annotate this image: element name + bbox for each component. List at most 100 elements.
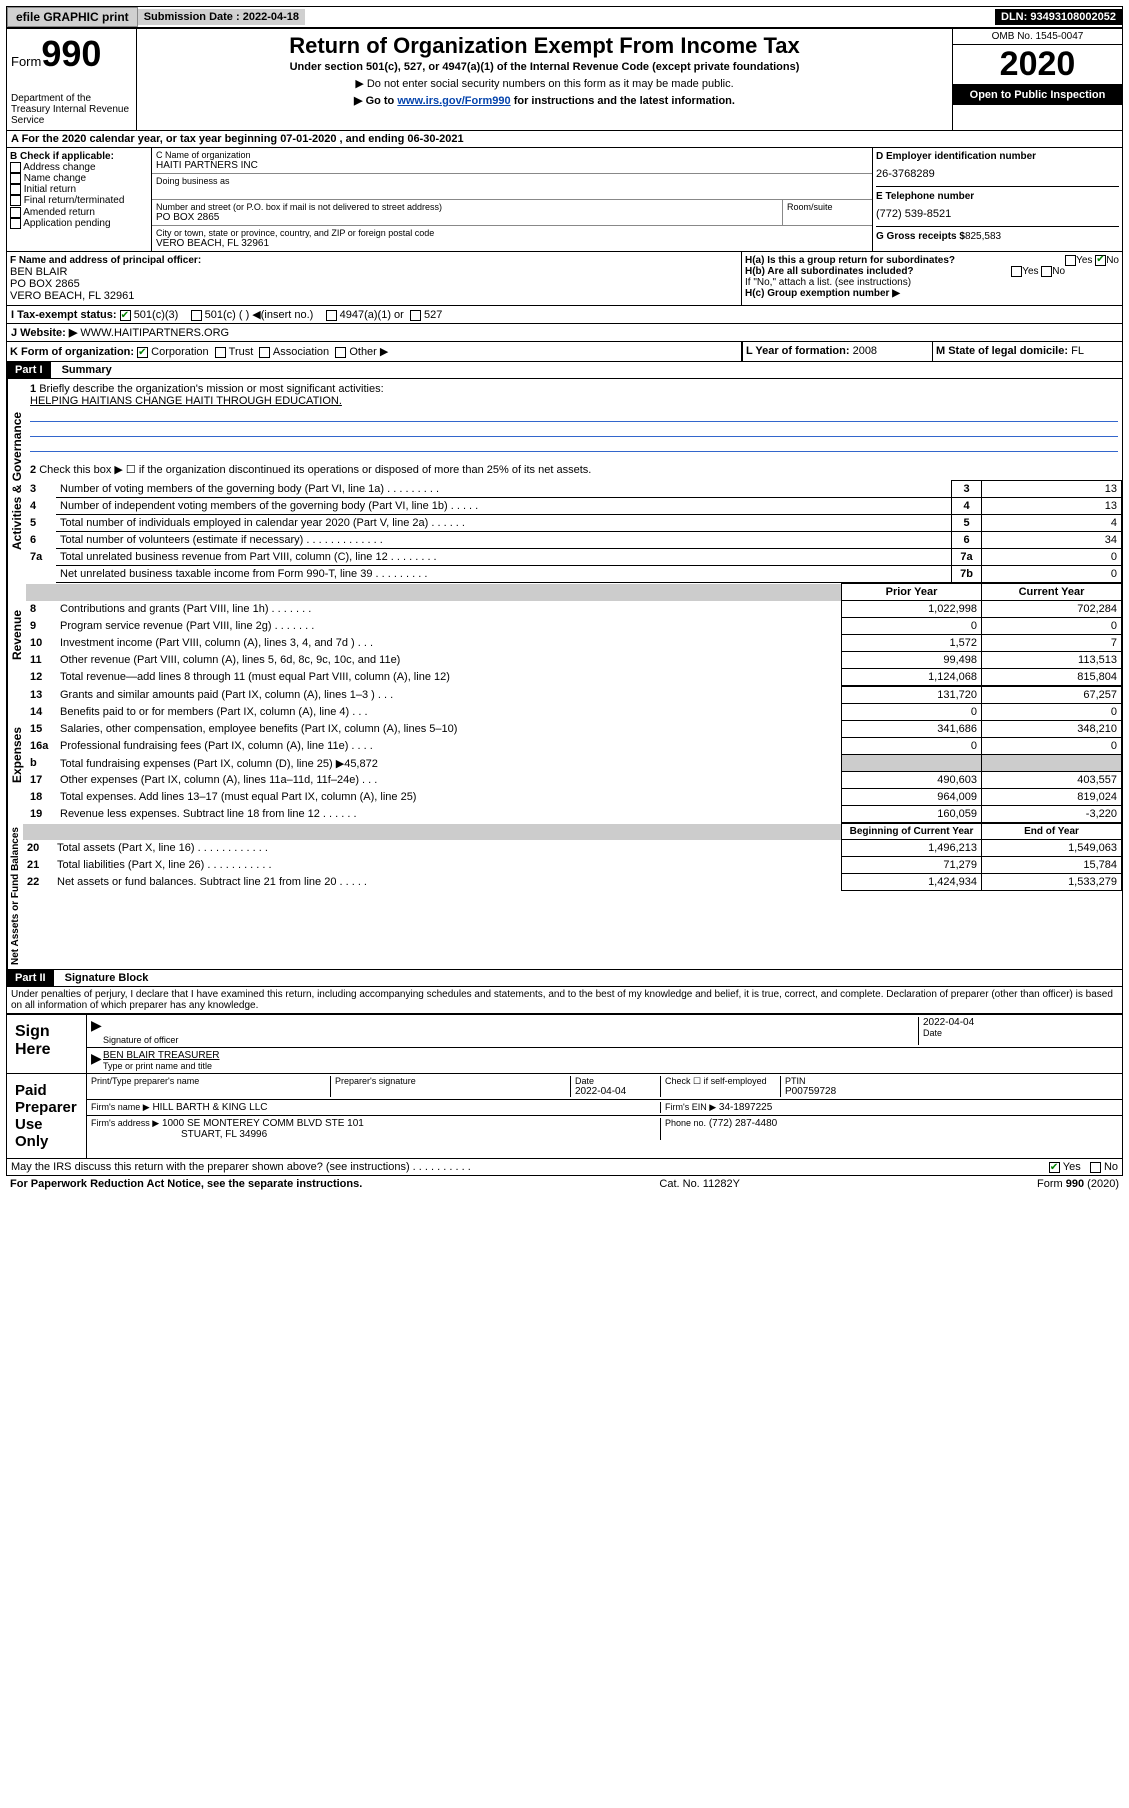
h-note: If "No," attach a list. (see instruction…	[745, 277, 1119, 288]
discuss-row: May the IRS discuss this return with the…	[6, 1159, 1123, 1176]
section-d-e-g: D Employer identification number 26-3768…	[872, 148, 1122, 251]
ein-value: 26-3768289	[876, 162, 1119, 186]
line-value: 34	[982, 532, 1122, 549]
form-title-box: Return of Organization Exempt From Incom…	[137, 29, 952, 130]
prior-value: 160,059	[842, 806, 982, 823]
firm-name-label: Firm's name ▶	[91, 1102, 150, 1112]
cb-name-change[interactable]: Name change	[10, 173, 148, 184]
org-name-label: C Name of organization	[156, 150, 868, 160]
line-a-tax-year: A For the 2020 calendar year, or tax yea…	[6, 131, 1123, 148]
line-num: 21	[23, 857, 53, 874]
line-code: 5	[952, 515, 982, 532]
q2-label: Check this box ▶ ☐ if the organization d…	[39, 464, 591, 476]
current-value: 702,284	[982, 601, 1122, 618]
line-text: Contributions and grants (Part VIII, lin…	[56, 601, 842, 618]
prior-value: 1,124,068	[842, 669, 982, 686]
website-label: J Website: ▶	[11, 327, 77, 339]
line-text: Total number of individuals employed in …	[56, 515, 952, 532]
line-text: Investment income (Part VIII, column (A)…	[56, 635, 842, 652]
line-num: 3	[26, 481, 56, 498]
mission-line	[30, 425, 1118, 437]
city-label: City or town, state or province, country…	[156, 228, 868, 238]
top-bar: efile GRAPHIC print Submission Date : 20…	[6, 6, 1123, 28]
ptin-label: PTIN	[785, 1076, 1118, 1086]
line-num	[26, 566, 56, 583]
firm-addr: 1000 SE MONTEREY COMM BLVD STE 101	[162, 1118, 364, 1129]
ha-yes[interactable]	[1065, 255, 1076, 266]
discuss-yes[interactable]	[1049, 1162, 1060, 1173]
firm-ein-label: Firm's EIN ▶	[665, 1102, 716, 1112]
dba-label: Doing business as	[156, 176, 868, 186]
end-value: 1,549,063	[982, 840, 1122, 857]
main-title: Return of Organization Exempt From Incom…	[141, 33, 948, 59]
q1-label: Briefly describe the organization's miss…	[39, 383, 383, 395]
line-num: 16a	[26, 738, 56, 755]
gross-receipts: G Gross receipts $825,583	[876, 226, 1119, 242]
cb-trust[interactable]	[215, 347, 226, 358]
paperwork-notice: For Paperwork Reduction Act Notice, see …	[10, 1178, 362, 1190]
arrow-icon: ▶	[91, 1017, 103, 1045]
street-label: Number and street (or P.O. box if mail i…	[156, 202, 778, 212]
hb-yes[interactable]	[1011, 266, 1022, 277]
line-text: Benefits paid to or for members (Part IX…	[56, 704, 842, 721]
line-value: 13	[982, 498, 1122, 515]
prior-value: 341,686	[842, 721, 982, 738]
prior-value: 1,022,998	[842, 601, 982, 618]
prior-value: 99,498	[842, 652, 982, 669]
hb-no[interactable]	[1041, 266, 1052, 277]
cb-527[interactable]	[410, 310, 421, 321]
part-1-header: Part I Summary	[6, 362, 1123, 379]
ha-no[interactable]	[1095, 255, 1106, 266]
discuss-no[interactable]	[1090, 1162, 1101, 1173]
expenses-table: 13 Grants and similar amounts paid (Part…	[26, 686, 1122, 823]
tax-year: 2020	[953, 45, 1122, 85]
efile-print-button[interactable]: efile GRAPHIC print	[7, 7, 138, 27]
line-text: Total revenue—add lines 8 through 11 (mu…	[56, 669, 842, 686]
side-label-net-assets: Net Assets or Fund Balances	[7, 823, 23, 969]
cb-4947[interactable]	[326, 310, 337, 321]
cb-corporation[interactable]	[137, 347, 148, 358]
line-text: Other revenue (Part VIII, column (A), li…	[56, 652, 842, 669]
begin-year-header: Beginning of Current Year	[842, 824, 982, 840]
cb-other[interactable]	[335, 347, 346, 358]
part-1-title: Summary	[54, 364, 112, 376]
prior-value: 0	[842, 738, 982, 755]
form990-link[interactable]: www.irs.gov/Form990	[397, 95, 510, 107]
cb-amended-return[interactable]: Amended return	[10, 207, 148, 218]
cb-501c3[interactable]	[120, 310, 131, 321]
cb-address-change[interactable]: Address change	[10, 162, 148, 173]
prep-date: 2022-04-04	[575, 1086, 660, 1097]
dln-label: DLN: 93493108002052	[995, 9, 1122, 25]
department-label: Department of the Treasury Internal Reve…	[11, 93, 132, 126]
current-value: 0	[982, 704, 1122, 721]
line-text: Net assets or fund balances. Subtract li…	[53, 874, 842, 891]
line-code: 7b	[952, 566, 982, 583]
prior-value: 964,009	[842, 789, 982, 806]
line-num: 11	[26, 652, 56, 669]
current-value: 0	[982, 738, 1122, 755]
street-value: PO BOX 2865	[156, 212, 778, 223]
cat-no: Cat. No. 11282Y	[362, 1178, 1037, 1190]
section-f: F Name and address of principal officer:…	[7, 252, 742, 305]
side-label-governance: Activities & Governance	[7, 379, 26, 583]
phone-label: E Telephone number	[876, 186, 1119, 202]
paid-preparer-block: Paid Preparer Use Only Print/Type prepar…	[6, 1074, 1123, 1159]
cb-501c[interactable]	[191, 310, 202, 321]
line-value: 4	[982, 515, 1122, 532]
cb-application-pending[interactable]: Application pending	[10, 218, 148, 229]
mission-text: HELPING HAITIANS CHANGE HAITI THROUGH ED…	[30, 395, 1118, 407]
prep-name-label: Print/Type preparer's name	[91, 1076, 330, 1086]
firm-name: HILL BARTH & KING LLC	[152, 1102, 267, 1113]
arrow-icon: ▶	[91, 1050, 103, 1071]
firm-city: STUART, FL 34996	[91, 1129, 660, 1140]
net-assets-table: Beginning of Current Year End of Year20 …	[23, 823, 1122, 891]
cb-association[interactable]	[259, 347, 270, 358]
line-code: 6	[952, 532, 982, 549]
cb-initial-return[interactable]: Initial return	[10, 184, 148, 195]
website-value: WWW.HAITIPARTNERS.ORG	[80, 327, 229, 339]
cb-final-return[interactable]: Final return/terminated	[10, 195, 148, 206]
prior-value: 0	[842, 618, 982, 635]
ein-label: D Employer identification number	[876, 151, 1119, 162]
firm-phone: (772) 287-4480	[709, 1118, 777, 1129]
perjury-statement: Under penalties of perjury, I declare th…	[6, 987, 1123, 1014]
